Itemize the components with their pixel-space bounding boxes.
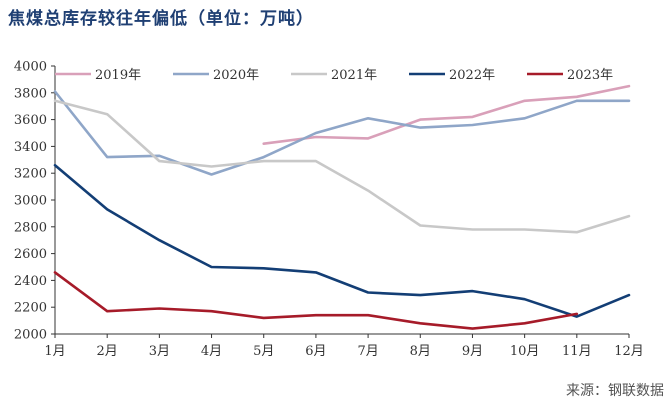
series-line-2022年: [53, 163, 631, 318]
x-tick-label: 10月: [510, 344, 540, 359]
y-tick-label: 3200: [14, 167, 47, 182]
y-tick-label: 3600: [14, 113, 47, 128]
y-tick-label: 3000: [14, 194, 47, 209]
y-tick-label: 2400: [14, 274, 47, 289]
source-note: 来源：钢联数据: [566, 383, 664, 399]
series-line-2020年: [53, 90, 631, 176]
x-tick-label: 4月: [201, 344, 222, 359]
y-tick-label: 4000: [14, 60, 47, 75]
x-tick-label: 6月: [305, 344, 326, 359]
legend-label: 2019年: [95, 68, 141, 83]
x-tick-label: 11月: [562, 344, 592, 359]
y-tick-label: 2800: [14, 220, 47, 235]
x-tick-label: 1月: [44, 344, 65, 359]
legend-label: 2023年: [567, 68, 613, 83]
y-tick-label: 2000: [14, 328, 47, 343]
legend-label: 2021年: [331, 68, 377, 83]
x-tick-label: 9月: [462, 344, 483, 359]
x-tick-label: 2月: [97, 344, 118, 359]
y-tick-label: 3400: [14, 140, 47, 155]
x-tick-label: 8月: [410, 344, 431, 359]
x-tick-label: 3月: [149, 344, 170, 359]
y-tick-label: 3800: [14, 86, 47, 101]
chart-title: 焦煤总库存较往年偏低（单位：万吨）: [8, 9, 314, 29]
series-line-2019年: [262, 84, 631, 145]
series-line-2023年: [53, 271, 579, 330]
x-tick-label: 7月: [357, 344, 378, 359]
legend-label: 2022年: [449, 68, 495, 83]
x-tick-label: 12月: [614, 344, 644, 359]
y-tick-label: 2200: [14, 301, 47, 316]
x-tick-label: 5月: [253, 344, 274, 359]
series-line-2021年: [53, 99, 631, 234]
legend-label: 2020年: [213, 68, 259, 83]
y-tick-label: 2600: [14, 247, 47, 262]
